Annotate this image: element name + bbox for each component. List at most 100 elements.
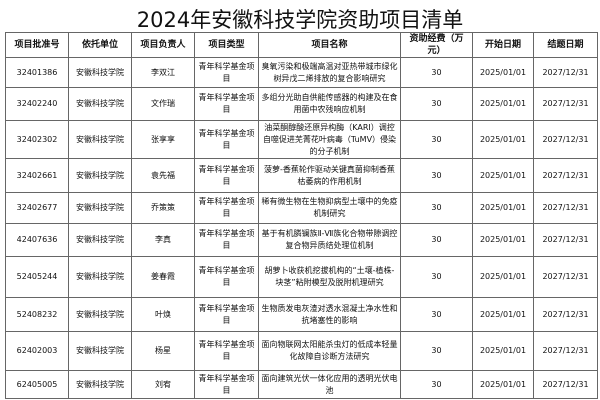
cell-end-date: 2027/12/31: [533, 87, 598, 121]
cell-institution: 安徽科技学院: [68, 223, 132, 257]
cell-principal-investigator: 张享享: [131, 120, 195, 159]
cell-institution: 安徽科技学院: [68, 370, 132, 399]
project-table: 项目批准号 依托单位 项目负责人 项目类型 项目名称 资助经费（万元） 开始日期 结题日期 3…: [5, 32, 598, 399]
cell-institution: 安徽科技学院: [68, 331, 132, 371]
table-row: 52408232 安徽科技学院 叶焕 青年科学基金项目 生物质发电灰渣对透水混凝土净水性…: [5, 297, 598, 332]
cell-funding: 30: [400, 158, 473, 193]
cell-end-date: 2027/12/31: [533, 223, 598, 257]
cell-principal-investigator: 李真: [131, 223, 195, 257]
cell-institution: 安徽科技学院: [68, 87, 132, 121]
table-row: 32402661 安徽科技学院 袁先福 青年科学基金项目 菠萝-香蕉轮作驱动关键真菌抑制…: [5, 158, 598, 193]
cell-approval-number: 42407636: [5, 223, 69, 257]
table-row: 62402003 安徽科技学院 杨星 青年科学基金项目 面向物联网太阳能杀虫灯的低成本轻…: [5, 331, 598, 371]
cell-institution: 安徽科技学院: [68, 256, 132, 298]
cell-start-date: 2025/01/01: [472, 158, 534, 193]
cell-project-type: 青年科学基金项目: [194, 256, 259, 298]
table-row: 32402302 安徽科技学院 张享享 青年科学基金项目 油菜酮醇酸还原异构酶（KARI…: [5, 120, 598, 159]
cell-project-name: 基于有机膦镧族Ⅱ-Ⅶ族化合物带隙调控复合物异质结处理位机制: [258, 223, 401, 257]
cell-project-type: 青年科学基金项目: [194, 87, 259, 121]
cell-start-date: 2025/01/01: [472, 370, 534, 399]
cell-project-type: 青年科学基金项目: [194, 331, 259, 371]
cell-project-name: 油菜酮醇酸还原异构酶（KARI）调控自噬促进芜菁花叶病毒（TuMV）侵染的分子机…: [258, 120, 401, 159]
cell-approval-number: 32402677: [5, 192, 69, 224]
cell-approval-number: 62405005: [5, 370, 69, 399]
cell-funding: 30: [400, 120, 473, 159]
table-row: 32402240 安徽科技学院 文作瑞 青年科学基金项目 多组分光助自供能传感器的构建及…: [5, 87, 598, 121]
cell-start-date: 2025/01/01: [472, 192, 534, 224]
cell-start-date: 2025/01/01: [472, 297, 534, 332]
cell-start-date: 2025/01/01: [472, 120, 534, 159]
cell-project-name: 臭氧污染和极端高温对亚热带城市绿化树异戊二烯排放的复合影响研究: [258, 57, 401, 88]
cell-principal-investigator: 乔策策: [131, 192, 195, 224]
cell-approval-number: 32402661: [5, 158, 69, 193]
header-project-name: 项目名称: [258, 32, 401, 58]
cell-project-type: 青年科学基金项目: [194, 297, 259, 332]
cell-funding: 30: [400, 192, 473, 224]
cell-principal-investigator: 刘宥: [131, 370, 195, 399]
cell-project-type: 青年科学基金项目: [194, 192, 259, 224]
cell-funding: 30: [400, 331, 473, 371]
cell-institution: 安徽科技学院: [68, 120, 132, 159]
cell-project-type: 青年科学基金项目: [194, 370, 259, 399]
cell-start-date: 2025/01/01: [472, 331, 534, 371]
header-principal-investigator: 项目负责人: [131, 32, 195, 58]
cell-approval-number: 52408232: [5, 297, 69, 332]
table-row: 32401386 安徽科技学院 李双江 青年科学基金项目 臭氧污染和极端高温对亚热带城市…: [5, 57, 598, 88]
header-funding: 资助经费（万元）: [400, 32, 473, 58]
page-title: 2024年安徽科技学院资助项目清单: [136, 8, 464, 32]
cell-project-name: 胡萝卜收获机挖拔机构的“土壤-植株-块茎”粘附模型及脱附机理研究: [258, 256, 401, 298]
header-start-date: 开始日期: [472, 32, 534, 58]
cell-end-date: 2027/12/31: [533, 192, 598, 224]
cell-institution: 安徽科技学院: [68, 158, 132, 193]
cell-funding: 30: [400, 223, 473, 257]
cell-project-type: 青年科学基金项目: [194, 57, 259, 88]
cell-project-type: 青年科学基金项目: [194, 223, 259, 257]
cell-start-date: 2025/01/01: [472, 223, 534, 257]
cell-end-date: 2027/12/31: [533, 331, 598, 371]
cell-end-date: 2027/12/31: [533, 57, 598, 88]
cell-project-type: 青年科学基金项目: [194, 158, 259, 193]
cell-funding: 30: [400, 297, 473, 332]
cell-project-type: 青年科学基金项目: [194, 120, 259, 159]
cell-start-date: 2025/01/01: [472, 57, 534, 88]
cell-institution: 安徽科技学院: [68, 192, 132, 224]
cell-funding: 30: [400, 370, 473, 399]
cell-end-date: 2027/12/31: [533, 370, 598, 399]
cell-project-name: 生物质发电灰渣对透水混凝土净水性和抗堵塞性的影响: [258, 297, 401, 332]
cell-project-name: 多组分光助自供能传感器的构建及在食用菌中农残响应机制: [258, 87, 401, 121]
cell-end-date: 2027/12/31: [533, 120, 598, 159]
cell-project-name: 面向物联网太阳能杀虫灯的低成本轻量化故障自诊断方法研究: [258, 331, 401, 371]
cell-start-date: 2025/01/01: [472, 256, 534, 298]
cell-approval-number: 32402302: [5, 120, 69, 159]
cell-project-name: 面向建筑光伏一体化应用的透明光伏电池: [258, 370, 401, 399]
cell-principal-investigator: 文作瑞: [131, 87, 195, 121]
header-project-type: 项目类型: [194, 32, 259, 58]
header-end-date: 结题日期: [533, 32, 598, 58]
cell-approval-number: 62402003: [5, 331, 69, 371]
cell-approval-number: 32401386: [5, 57, 69, 88]
table-row: 52405244 安徽科技学院 姜春霞 青年科学基金项目 胡萝卜收获机挖拔机构的“土壤-…: [5, 256, 598, 298]
cell-end-date: 2027/12/31: [533, 256, 598, 298]
cell-end-date: 2027/12/31: [533, 297, 598, 332]
cell-principal-investigator: 姜春霞: [131, 256, 195, 298]
header-approval-number: 项目批准号: [5, 32, 69, 58]
cell-principal-investigator: 李双江: [131, 57, 195, 88]
cell-principal-investigator: 袁先福: [131, 158, 195, 193]
cell-start-date: 2025/01/01: [472, 87, 534, 121]
cell-approval-number: 52405244: [5, 256, 69, 298]
cell-end-date: 2027/12/31: [533, 158, 598, 193]
cell-funding: 30: [400, 256, 473, 298]
table-header: 项目批准号 依托单位 项目负责人 项目类型 项目名称 资助经费（万元） 开始日期 结题日期: [5, 32, 598, 58]
cell-project-name: 菠萝-香蕉轮作驱动关键真菌抑制香蕉枯萎病的作用机制: [258, 158, 401, 193]
table-row: 42407636 安徽科技学院 李真 青年科学基金项目 基于有机膦镧族Ⅱ-Ⅶ族化合物带隙…: [5, 223, 598, 257]
cell-project-name: 稀有微生物在生物抑病型土壤中的免疫机制研究: [258, 192, 401, 224]
cell-funding: 30: [400, 87, 473, 121]
cell-approval-number: 32402240: [5, 87, 69, 121]
cell-funding: 30: [400, 57, 473, 88]
cell-principal-investigator: 杨星: [131, 331, 195, 371]
cell-institution: 安徽科技学院: [68, 297, 132, 332]
cell-institution: 安徽科技学院: [68, 57, 132, 88]
table-row: 62405005 安徽科技学院 刘宥 青年科学基金项目 面向建筑光伏一体化应用的透明光伏…: [5, 370, 598, 399]
table-row: 32402677 安徽科技学院 乔策策 青年科学基金项目 稀有微生物在生物抑病型土壤中的…: [5, 192, 598, 224]
cell-principal-investigator: 叶焕: [131, 297, 195, 332]
